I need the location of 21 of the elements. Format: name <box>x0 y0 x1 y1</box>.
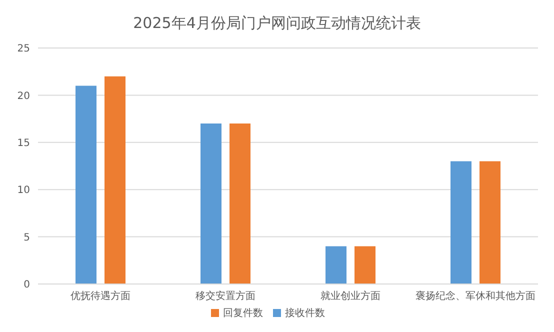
x-tick-label: 褒扬纪念、军休和其他方面 <box>416 290 536 302</box>
bar <box>76 86 96 284</box>
x-tick-label: 移交安置方面 <box>196 290 256 302</box>
y-tick-label: 25 <box>17 44 30 55</box>
bar <box>450 161 472 284</box>
y-tick-label: 10 <box>17 185 30 196</box>
bar <box>230 124 250 284</box>
bar <box>354 246 376 284</box>
bar <box>200 124 222 284</box>
y-tick-label: 20 <box>17 90 30 102</box>
chart-title: 2025年4月份局门户网问政互动情况统计表 <box>132 13 422 34</box>
legend-label: 接收件数 <box>285 308 325 319</box>
y-tick-label: 15 <box>17 138 30 149</box>
bar <box>480 161 500 284</box>
bar <box>104 76 126 284</box>
x-tick-label: 就业创业方面 <box>320 290 380 302</box>
y-tick-label: 5 <box>24 232 30 244</box>
legend-label: 回复件数 <box>223 308 263 319</box>
y-tick-label: 0 <box>24 280 30 291</box>
x-tick-label: 优抚待遇方面 <box>70 290 130 302</box>
bar <box>326 246 346 284</box>
